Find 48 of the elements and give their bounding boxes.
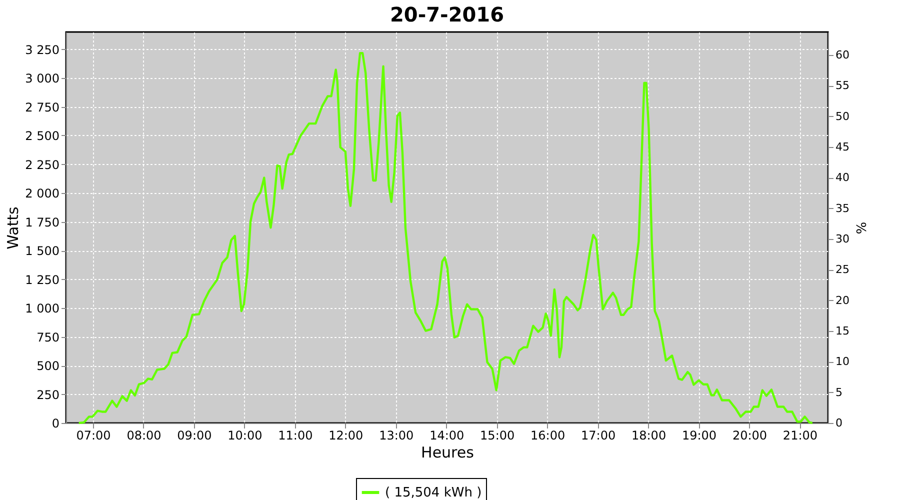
y2-tick-label: 35 (836, 202, 850, 215)
x-tick-label: 20:00 (732, 428, 768, 442)
y2-axis-title: % (852, 222, 868, 234)
y-tick-label: 2 750 (25, 100, 60, 114)
y-tick-label: 1 750 (25, 215, 60, 230)
y-tick-label: 3 000 (25, 72, 60, 86)
x-tick-label: 14:00 (430, 428, 464, 442)
y2-tick-label: 50 (836, 110, 850, 123)
line-series (78, 52, 814, 424)
x-tick-label: 16:00 (530, 428, 566, 442)
y2-tick-label: 10 (836, 355, 850, 368)
y2-tick-label: 30 (836, 232, 850, 246)
x-tick-label: 12:00 (328, 428, 364, 442)
y-axis-title: Watts (4, 206, 22, 250)
x-tick-label: 07:00 (76, 428, 111, 442)
x-tick-label: 09:00 (177, 428, 212, 442)
y-tick-label: 1 250 (25, 272, 60, 287)
y2-tick-label: 40 (836, 171, 850, 184)
y-tick-label: 500 (36, 359, 60, 373)
y-tick-label: 2 500 (25, 129, 60, 143)
y2-tick-label: 60 (836, 48, 850, 62)
y-tick-label: 750 (36, 330, 60, 344)
x-tick-label: 13:00 (379, 428, 414, 442)
x-tick-label: 08:00 (126, 428, 162, 442)
legend-label: ( 15,504 kWh ) (385, 486, 482, 500)
x-axis-title: Heures (421, 444, 474, 462)
y-tick-label: 1 000 (25, 302, 60, 316)
y-tick-label: 2 000 (25, 186, 60, 200)
y2-tick-label: 20 (836, 294, 850, 307)
x-tick-label: 18:00 (631, 428, 666, 442)
y-tick-label: 3 250 (25, 42, 60, 57)
y-tick-label: 1 500 (25, 244, 60, 258)
y2-tick-label: 25 (836, 263, 850, 276)
y-tick-label: 2 250 (25, 158, 60, 172)
x-tick-label: 10:00 (228, 428, 262, 442)
x-tick-label: 17:00 (581, 428, 616, 442)
y2-tick-label: 55 (836, 79, 850, 92)
x-tick-label: 21:00 (782, 428, 818, 442)
x-tick-label: 19:00 (682, 428, 717, 442)
y2-tick-label: 0 (836, 416, 842, 430)
y-tick-label: 250 (36, 388, 60, 402)
y2-tick-label: 45 (836, 140, 850, 154)
y-tick-label: 0 (52, 416, 60, 430)
y2-tick-label: 5 (836, 386, 842, 399)
y2-tick-label: 15 (836, 324, 850, 338)
x-tick-label: 15:00 (480, 428, 515, 442)
x-tick-label: 11:00 (278, 428, 313, 442)
chart-title: 20-7-2016 (390, 2, 504, 26)
